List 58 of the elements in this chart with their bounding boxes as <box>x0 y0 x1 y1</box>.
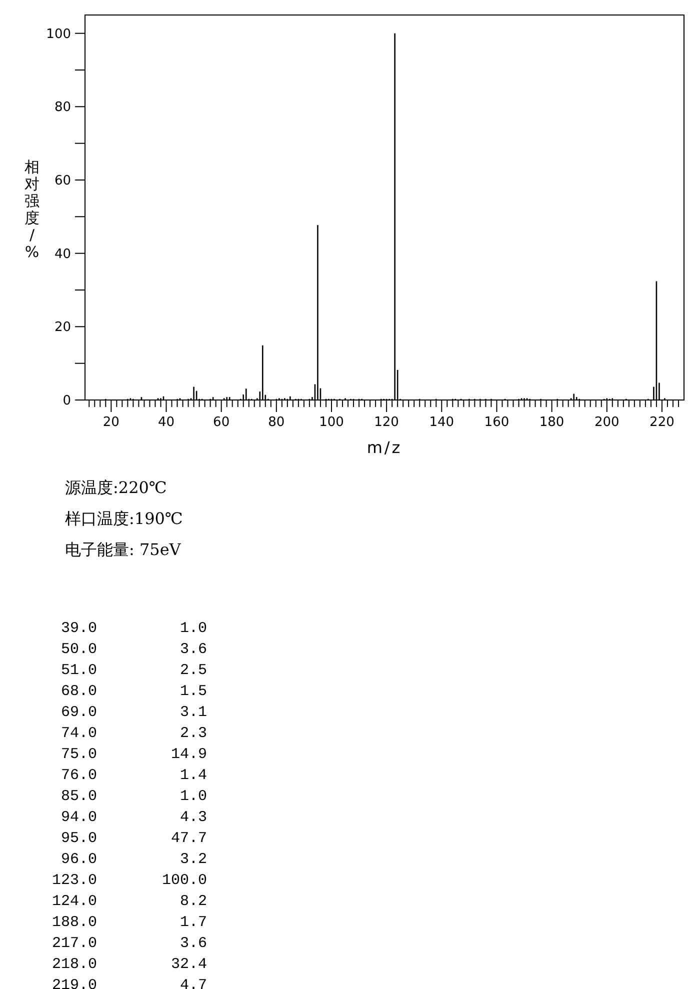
text: 样口温度:190℃ <box>65 509 183 528</box>
text: 1.5 <box>180 683 207 700</box>
text: 96.0 <box>60 851 97 868</box>
text: 218.0 <box>52 956 97 973</box>
text: 76.0 <box>60 767 97 784</box>
text: 47.7 <box>170 830 207 847</box>
text: 3.6 <box>180 935 207 952</box>
y-tick-label: 80 <box>54 100 71 116</box>
x-tick-label: 80 <box>268 415 285 430</box>
text: 39.0 <box>60 620 97 637</box>
text: 3.1 <box>180 704 207 721</box>
text: 1.4 <box>180 767 207 784</box>
text: 188.0 <box>52 914 97 931</box>
x-tick-label: 140 <box>429 415 454 430</box>
text: 1.0 <box>180 620 207 637</box>
text: 4.3 <box>180 809 207 826</box>
text: 50.0 <box>60 641 97 658</box>
text: 123.0 <box>52 872 97 889</box>
y-tick-label: 100 <box>46 26 71 42</box>
y-tick-label: 0 <box>62 394 71 408</box>
x-tick-label: 160 <box>484 415 510 430</box>
text: 3.2 <box>180 851 207 868</box>
text: 100.0 <box>162 872 207 889</box>
text: 源温度:220℃ <box>65 478 167 497</box>
y-tick-label: 60 <box>54 174 71 188</box>
x-tick-label: 200 <box>594 415 620 430</box>
text: 3.6 <box>180 641 207 658</box>
x-axis-title: m/z <box>366 438 402 457</box>
text: 2.3 <box>180 725 207 742</box>
y-tick-label: 40 <box>54 246 71 262</box>
x-tick-label: 180 <box>539 415 564 430</box>
x-tick-label: 40 <box>158 415 175 430</box>
text: 14.9 <box>170 746 207 763</box>
x-tick-label: 20 <box>102 415 120 430</box>
text: 2.5 <box>180 662 207 679</box>
y-axis-title: 相对强度/% <box>24 158 40 261</box>
x-tick-label: 120 <box>374 415 399 430</box>
text: 94.0 <box>60 809 97 826</box>
text: 1.0 <box>180 788 207 805</box>
x-tick-label: 220 <box>650 415 674 430</box>
text: 124.0 <box>52 893 97 910</box>
text: 95.0 <box>60 830 97 847</box>
text: 4.7 <box>180 977 207 989</box>
text: 85.0 <box>60 788 97 805</box>
text: 69.0 <box>60 704 97 721</box>
text: 电子能量: 75eV <box>65 540 182 559</box>
x-tick-label: 60 <box>213 415 230 430</box>
text: 75.0 <box>60 746 97 763</box>
text: 51.0 <box>60 662 97 679</box>
y-tick-label: 20 <box>54 320 71 336</box>
text: 217.0 <box>52 935 97 952</box>
text: 219.0 <box>52 977 97 989</box>
text: 32.4 <box>170 956 207 973</box>
x-tick-label: 100 <box>319 415 344 430</box>
text: 8.2 <box>180 893 207 910</box>
text: 74.0 <box>60 725 97 742</box>
text: 1.7 <box>180 914 207 931</box>
text: 68.0 <box>60 683 97 700</box>
